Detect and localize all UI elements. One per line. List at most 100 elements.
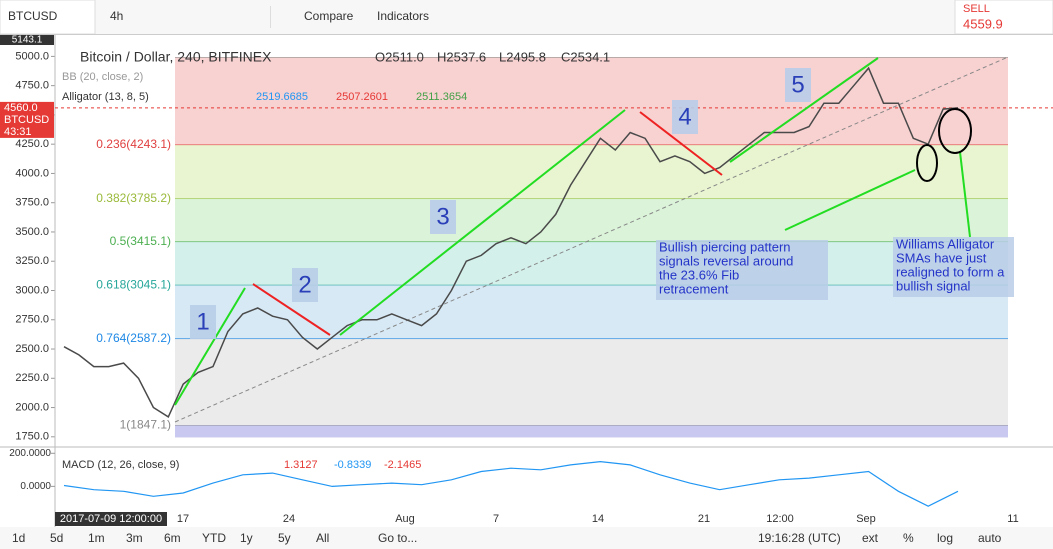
sell-box[interactable] bbox=[954, 0, 1053, 35]
crosshair-date: 2017-07-09 12:00:00 bbox=[60, 513, 162, 525]
macd-tick-label: 200.0000 bbox=[9, 448, 51, 459]
ohlc: O2511.0 bbox=[375, 49, 424, 64]
range-button[interactable]: 1d bbox=[12, 531, 25, 545]
y-tick-label: 3500.0 bbox=[15, 226, 49, 238]
fib-band bbox=[175, 144, 1008, 199]
wave-label: 4 bbox=[678, 103, 691, 130]
y-tick-label: 4750.0 bbox=[15, 80, 49, 92]
x-tick-label: Sep bbox=[856, 513, 876, 525]
sep bbox=[270, 6, 271, 28]
note-line: bullish signal bbox=[896, 278, 971, 293]
range-button[interactable]: 5y bbox=[278, 531, 291, 545]
note-line: signals reversal around bbox=[659, 253, 793, 268]
macd-line bbox=[63, 460, 959, 507]
wave-box bbox=[672, 100, 698, 134]
arrow bbox=[784, 169, 916, 231]
y-tick-label: 5000.0 bbox=[15, 50, 49, 62]
compare[interactable]: Compare bbox=[304, 9, 354, 23]
macd-title: MACD (12, 26, close, 9) bbox=[62, 459, 179, 471]
y-tick-label: 2000.0 bbox=[15, 401, 49, 413]
wave-label: 3 bbox=[436, 203, 449, 230]
macd-reading: -2.1465 bbox=[384, 459, 421, 471]
note-line: Bullish piercing pattern bbox=[659, 239, 791, 254]
range-button[interactable]: YTD bbox=[202, 531, 226, 545]
circle bbox=[916, 144, 938, 182]
note-line: retracement bbox=[659, 281, 729, 296]
symbol: BTCUSD bbox=[8, 9, 58, 23]
x-tick-label: 11 bbox=[1007, 513, 1018, 525]
symbol-tag: BTCUSD bbox=[4, 114, 49, 126]
fib-band bbox=[175, 57, 1008, 145]
x-tick-label: 17 bbox=[177, 513, 189, 525]
alligator-value: 2519.6685 bbox=[256, 91, 308, 103]
price-label: 4560.0 bbox=[4, 102, 38, 114]
range-button[interactable]: 1m bbox=[88, 531, 105, 545]
range-button[interactable]: 5d bbox=[50, 531, 63, 545]
bottom-bar bbox=[0, 527, 1053, 549]
note-line: the 23.6% Fib bbox=[659, 267, 739, 282]
range-button[interactable]: All bbox=[316, 531, 329, 545]
y-tick-label: 2500.0 bbox=[15, 343, 49, 355]
range-button[interactable]: 6m bbox=[164, 531, 181, 545]
indicators[interactable]: Indicators bbox=[377, 9, 429, 23]
countdown: 43:31 bbox=[4, 126, 32, 138]
arrow bbox=[252, 283, 331, 336]
fib-label: 0.618(3045.1) bbox=[96, 277, 171, 291]
bottom-ext[interactable]: ext bbox=[862, 531, 879, 545]
y-tick-label: 3250.0 bbox=[15, 255, 49, 267]
range-button[interactable]: 1y bbox=[240, 531, 253, 545]
price-series bbox=[63, 66, 959, 418]
alligator-value: 2507.2601 bbox=[336, 91, 388, 103]
wave-box bbox=[430, 200, 456, 234]
y-tick-label: 3000.0 bbox=[15, 284, 49, 296]
interval[interactable]: 4h bbox=[110, 9, 123, 23]
y-tick-label: 4250.0 bbox=[15, 138, 49, 150]
fib-label: 0.382(3785.2) bbox=[96, 191, 171, 205]
y-tick-label: 4000.0 bbox=[15, 167, 49, 179]
bottom-goto[interactable]: Go to... bbox=[378, 531, 417, 545]
ohlc: C2534.1 bbox=[561, 49, 610, 64]
note-line: Williams Alligator bbox=[896, 236, 995, 251]
wave-label: 5 bbox=[791, 71, 804, 98]
note-line: realigned to form a bbox=[896, 264, 1005, 279]
wave-box bbox=[190, 305, 216, 339]
bottom-log[interactable]: log bbox=[937, 531, 953, 545]
price-tag bbox=[0, 101, 54, 138]
ohlc: H2537.6 bbox=[437, 49, 486, 64]
top-label: 5143.1 bbox=[12, 35, 43, 46]
note-box bbox=[893, 237, 1014, 297]
y-tick-label: 3750.0 bbox=[15, 197, 49, 209]
x-tick-label: 14 bbox=[592, 513, 604, 525]
wave-box bbox=[292, 268, 318, 302]
x-tick-label: 21 bbox=[698, 513, 710, 525]
fib-label: 1(1847.1) bbox=[120, 418, 171, 432]
x-tick-label: 24 bbox=[283, 513, 295, 525]
x-tick-label: Aug bbox=[395, 513, 415, 525]
fib-band bbox=[175, 338, 1008, 426]
y-tick-label: 1750.0 bbox=[15, 431, 49, 443]
arrow bbox=[639, 111, 723, 176]
wave-label: 1 bbox=[196, 308, 209, 335]
arrow bbox=[174, 287, 246, 406]
fib-label: 0.5(3415.1) bbox=[110, 234, 171, 248]
bottom-percent[interactable]: % bbox=[903, 531, 914, 545]
macd-tick-label: 0.0000 bbox=[20, 481, 51, 492]
note-box bbox=[656, 240, 828, 300]
arrow bbox=[729, 57, 879, 163]
chart-title: Bitcoin / Dollar, 240, BITFINEX bbox=[80, 49, 272, 65]
fib-band bbox=[175, 425, 1008, 438]
ohlc: L2495.8 bbox=[499, 49, 546, 64]
wave-box bbox=[785, 68, 811, 102]
macd-reading: -0.8339 bbox=[334, 459, 371, 471]
x-tick-label: 12:00 bbox=[766, 513, 794, 525]
circle bbox=[938, 108, 972, 154]
y-tick-label: 2250.0 bbox=[15, 372, 49, 384]
symbol-box[interactable] bbox=[0, 0, 96, 35]
toolbar bbox=[0, 0, 1053, 34]
arrow bbox=[339, 109, 626, 336]
top-tag bbox=[0, 35, 54, 45]
bottom-time[interactable]: 19:16:28 (UTC) bbox=[758, 531, 841, 545]
bottom-auto[interactable]: auto bbox=[978, 531, 1002, 545]
range-button[interactable]: 3m bbox=[126, 531, 143, 545]
macd-reading: 1.3127 bbox=[284, 459, 318, 471]
